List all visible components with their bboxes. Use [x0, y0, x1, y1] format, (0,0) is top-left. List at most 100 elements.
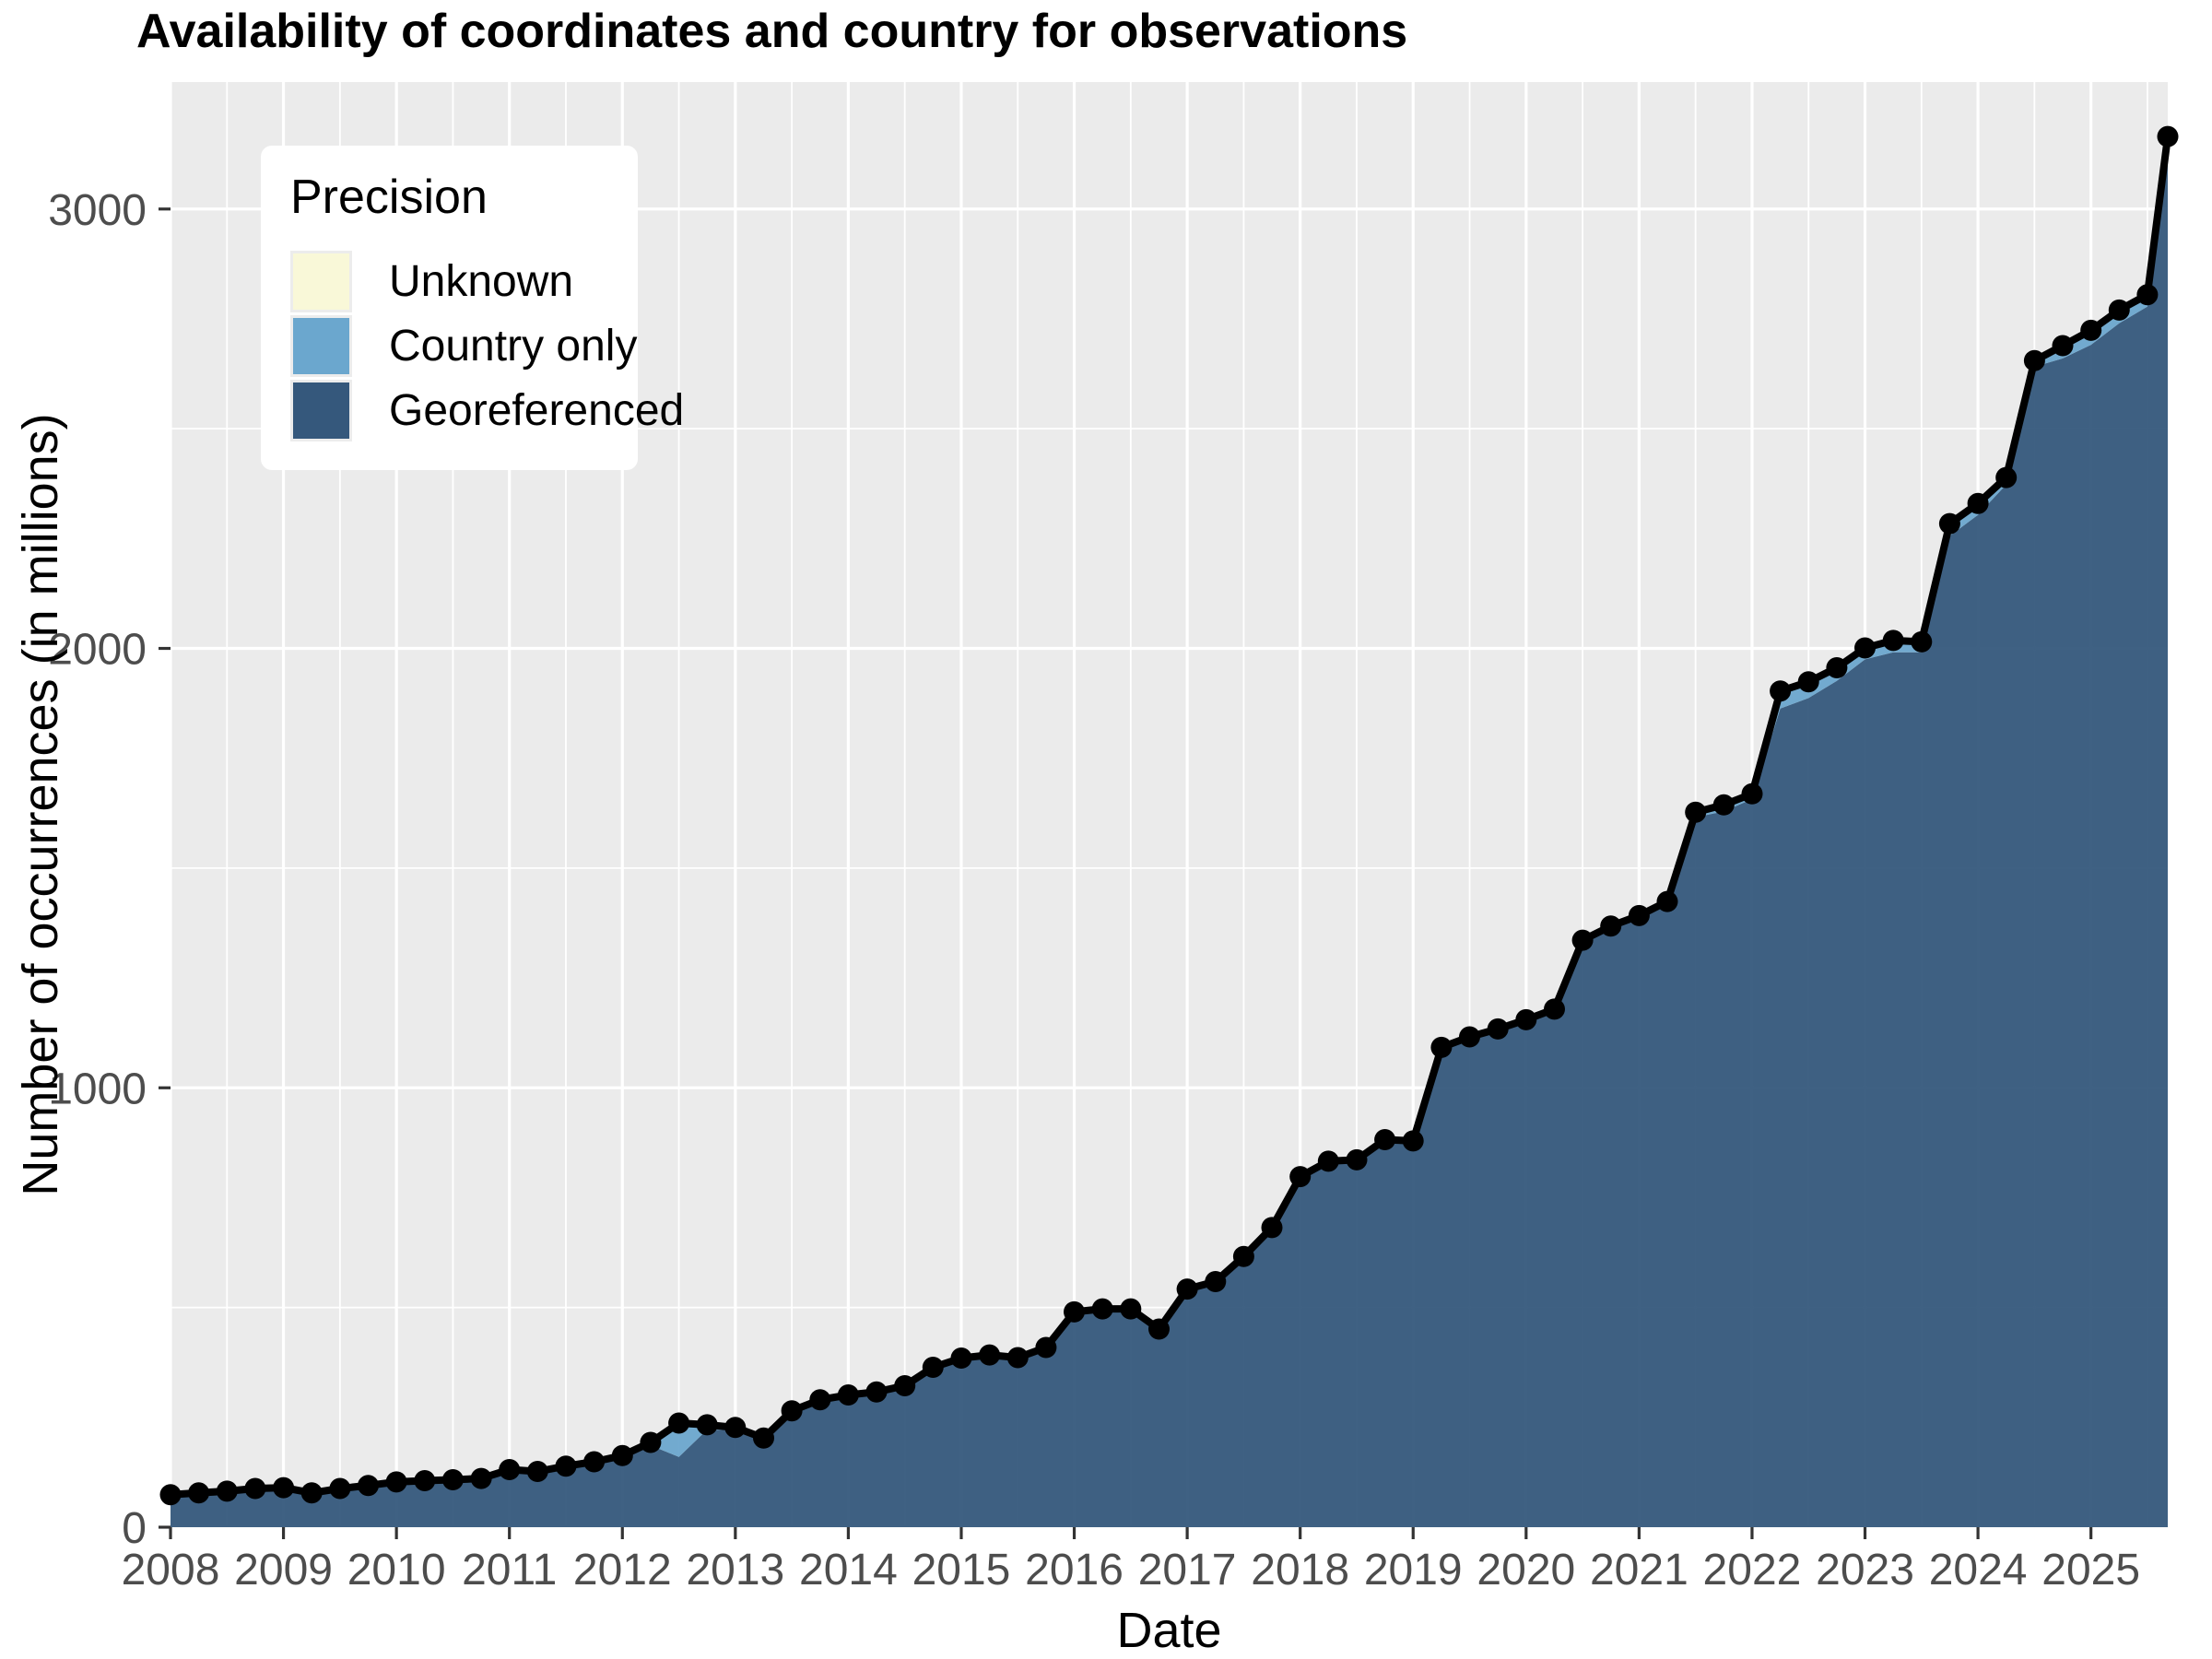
legend: Precision Unknown Country only Georefere…: [261, 146, 684, 470]
data-point: [668, 1412, 690, 1434]
georeferenced-area: [171, 143, 2168, 1528]
x-axis-title: Date: [1116, 1603, 1222, 1658]
data-point: [159, 1484, 182, 1506]
x-tick-label: 2008: [122, 1546, 220, 1594]
data-point: [1712, 794, 1735, 816]
y-axis-title: Number of occurrences (in millions): [13, 413, 68, 1196]
data-point: [1176, 1278, 1198, 1300]
data-point: [526, 1461, 548, 1482]
legend-item-unknown: Unknown: [290, 251, 610, 312]
data-point: [1261, 1217, 1283, 1239]
data-point: [441, 1469, 464, 1490]
data-point: [358, 1475, 379, 1497]
data-point: [640, 1431, 662, 1453]
y-tick-label: 1000: [48, 1065, 147, 1113]
country-only-swatch: [290, 315, 352, 377]
data-point: [216, 1480, 238, 1502]
x-tick-label: 2023: [1816, 1546, 1914, 1594]
data-point: [1064, 1300, 1085, 1323]
data-point: [950, 1347, 972, 1369]
data-point: [2136, 284, 2159, 306]
data-point: [1289, 1166, 1312, 1188]
data-point: [1232, 1245, 1254, 1267]
x-tick-label: 2021: [1590, 1546, 1688, 1594]
data-point: [1091, 1298, 1113, 1320]
y-tick-label: 3000: [48, 186, 147, 235]
legend-label-country-only: Country only: [389, 322, 638, 371]
data-point: [922, 1357, 944, 1378]
data-point: [1205, 1271, 1227, 1292]
data-point: [2052, 335, 2074, 357]
legend-item-georeferenced: Georeferenced: [290, 380, 684, 441]
data-point: [979, 1344, 1001, 1366]
data-point: [1797, 671, 1819, 693]
data-point: [1826, 657, 1848, 678]
data-point: [696, 1414, 718, 1436]
data-point: [499, 1459, 521, 1480]
data-point: [1628, 904, 1650, 926]
x-tick-label: 2022: [1703, 1546, 1802, 1594]
data-point: [1967, 492, 1989, 514]
data-point: [300, 1482, 323, 1504]
data-point: [555, 1455, 577, 1477]
data-point: [753, 1427, 774, 1449]
data-point: [583, 1451, 606, 1473]
data-point: [1685, 801, 1707, 823]
data-point: [1374, 1129, 1396, 1150]
data-point: [1430, 1036, 1453, 1058]
data-point: [1459, 1026, 1480, 1048]
chart-title: Availability of coordinates and country …: [136, 5, 1408, 58]
data-point: [1938, 512, 1960, 535]
data-point: [273, 1477, 295, 1499]
data-point: [1006, 1347, 1029, 1369]
x-tick-label: 2010: [347, 1546, 446, 1594]
data-point: [865, 1381, 888, 1403]
data-point: [1487, 1018, 1509, 1040]
data-point: [2108, 299, 2130, 321]
unknown-swatch: [290, 251, 352, 312]
x-tick-label: 2024: [1929, 1546, 2028, 1594]
data-point: [329, 1477, 351, 1500]
x-tick-label: 2016: [1025, 1546, 1124, 1594]
x-tick-label: 2013: [686, 1546, 784, 1594]
x-tick-label: 2015: [912, 1546, 1011, 1594]
legend-title: Precision: [290, 171, 488, 224]
data-point: [1317, 1150, 1339, 1172]
y-tick-label: 0: [122, 1504, 147, 1553]
data-point: [1911, 630, 1933, 653]
data-point: [1120, 1298, 1142, 1320]
data-point: [724, 1417, 747, 1439]
data-point: [2157, 125, 2179, 147]
data-point: [244, 1477, 266, 1500]
data-point: [188, 1482, 210, 1504]
x-tick-label: 2020: [1477, 1546, 1575, 1594]
x-tick-label: 2018: [1251, 1546, 1349, 1594]
data-point: [2023, 349, 2045, 371]
data-point: [1402, 1130, 1424, 1152]
x-tick-label: 2011: [462, 1546, 557, 1594]
data-point: [470, 1467, 492, 1489]
data-point: [1346, 1148, 1368, 1171]
data-point: [1882, 629, 1904, 652]
x-tick-label: 2012: [573, 1546, 672, 1594]
x-tick-label: 2019: [1364, 1546, 1463, 1594]
legend-item-country-only: Country only: [290, 315, 637, 377]
data-point: [2080, 319, 2102, 341]
legend-label-georeferenced: Georeferenced: [389, 386, 685, 435]
georeferenced-swatch: [290, 380, 352, 441]
x-tick-label: 2009: [234, 1546, 333, 1594]
data-point: [1148, 1318, 1170, 1340]
data-point: [1600, 915, 1622, 937]
data-point: [809, 1389, 831, 1411]
x-tick-label: 2014: [799, 1546, 898, 1594]
data-point: [1770, 680, 1792, 702]
data-point: [837, 1384, 859, 1406]
x-tick-label: 2017: [1138, 1546, 1237, 1594]
data-point: [894, 1375, 916, 1396]
data-point: [1035, 1336, 1057, 1359]
y-tick-label: 2000: [48, 626, 147, 675]
x-tick-label: 2025: [2041, 1546, 2140, 1594]
data-point: [1854, 637, 1876, 659]
